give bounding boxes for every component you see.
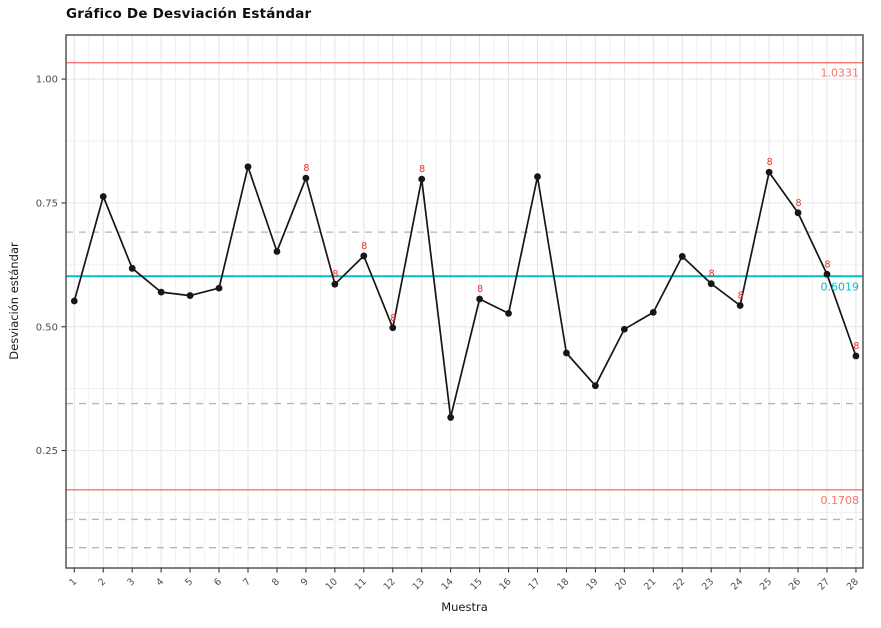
data-point <box>794 209 802 217</box>
data-point <box>331 280 339 288</box>
y-tick-label: 1.00 <box>36 75 58 86</box>
x-tick-label: 19 <box>584 576 600 592</box>
x-tick-label: 1 <box>67 576 79 588</box>
violation-label: 8 <box>361 241 367 252</box>
violation-label: 8 <box>853 341 859 352</box>
x-tick-label: 6 <box>212 576 224 588</box>
x-tick-label: 23 <box>700 576 716 592</box>
data-point <box>563 349 570 357</box>
x-tick-label: 26 <box>787 576 803 592</box>
x-tick-label: 8 <box>270 576 282 588</box>
violation-label: 8 <box>332 269 338 280</box>
x-axis-title: Muestra <box>441 600 488 614</box>
x-tick-label: 5 <box>183 576 195 588</box>
x-tick-label: 13 <box>410 576 426 592</box>
violation-label: 8 <box>767 157 773 168</box>
x-tick-label: 16 <box>497 576 513 592</box>
y-tick-label: 0.75 <box>36 198 58 209</box>
x-tick-label: 10 <box>324 576 340 592</box>
data-point <box>418 175 426 183</box>
violation-label: 8 <box>796 198 802 209</box>
plot-panel <box>66 35 863 568</box>
data-point <box>215 284 223 292</box>
data-point <box>273 248 281 255</box>
data-point <box>505 309 512 317</box>
x-tick-label: 20 <box>613 576 629 592</box>
data-point <box>476 295 483 303</box>
data-point <box>302 174 310 182</box>
data-point <box>852 352 860 360</box>
x-tick-label: 25 <box>758 576 774 592</box>
data-point <box>99 193 107 200</box>
x-tick-label: 14 <box>439 576 455 592</box>
x-tick-label: 27 <box>816 576 832 592</box>
data-point <box>447 414 455 421</box>
data-point <box>128 264 136 272</box>
data-point <box>620 325 628 333</box>
panel-border <box>65 34 864 569</box>
violation-label: 8 <box>419 164 425 175</box>
y-tick-label: 0.50 <box>36 322 58 333</box>
x-tick-label: 15 <box>468 576 484 592</box>
x-tick-label: 28 <box>845 576 861 592</box>
series-line <box>73 165 857 419</box>
y-axis-title: Desviación estándar <box>7 242 21 360</box>
data-point <box>244 163 252 171</box>
center-line-label: 0.6019 <box>821 280 860 293</box>
ucl-label: 1.0331 <box>821 67 860 80</box>
x-tick-label: 24 <box>729 576 745 592</box>
data-point <box>534 173 541 181</box>
data-point <box>389 324 397 332</box>
data-point <box>707 280 715 288</box>
violation-label: 8 <box>709 269 715 280</box>
violation-label: 8 <box>477 284 483 295</box>
data-point <box>360 252 368 260</box>
data-point <box>186 292 194 299</box>
data-point <box>736 302 744 309</box>
x-tick-label: 22 <box>671 576 687 592</box>
data-point <box>70 297 78 305</box>
data-point <box>765 168 773 176</box>
x-tick-label: 4 <box>154 576 166 588</box>
data-point <box>157 288 165 296</box>
data-point <box>823 270 831 278</box>
x-tick-label: 7 <box>241 576 253 588</box>
x-tick-label: 2 <box>96 576 108 588</box>
y-tick-label: 0.25 <box>36 446 58 457</box>
data-point <box>592 382 599 390</box>
lcl-label: 0.1708 <box>821 494 860 507</box>
x-tick-label: 3 <box>125 576 137 588</box>
x-tick-label: 18 <box>555 576 571 592</box>
x-tick-label: 9 <box>299 576 311 588</box>
data-point <box>678 253 686 260</box>
violation-label: 8 <box>303 163 309 174</box>
chart-title: Gráfico De Desviación Estándar <box>66 6 312 22</box>
violation-label: 8 <box>738 290 744 301</box>
violation-label: 8 <box>824 259 830 270</box>
violation-label: 8 <box>390 313 396 324</box>
x-tick-label: 12 <box>382 576 398 592</box>
x-tick-label: 11 <box>353 576 369 592</box>
x-tick-label: 17 <box>526 576 542 592</box>
x-tick-label: 21 <box>642 576 658 592</box>
data-point <box>649 308 657 316</box>
